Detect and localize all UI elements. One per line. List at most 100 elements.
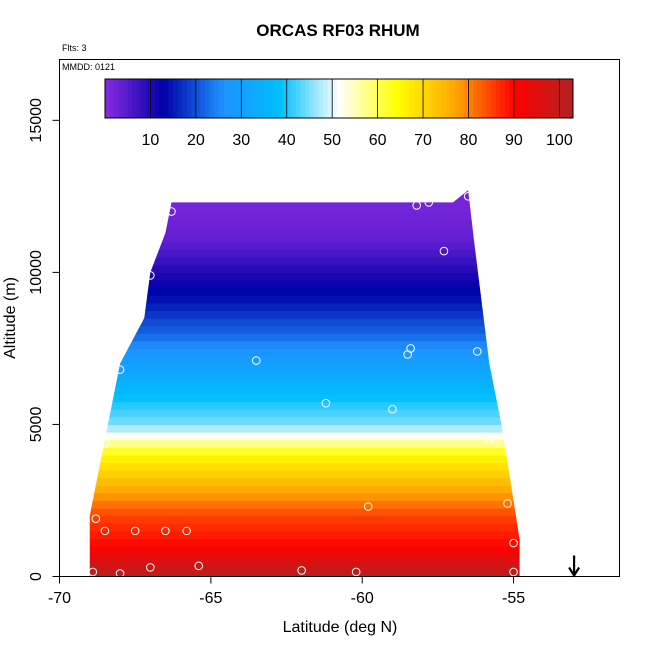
observation-point [509,567,518,577]
x-tick-label: -60 [351,590,374,607]
field-band [89,295,520,304]
colorbar-segment [164,79,170,118]
observation-point [472,347,482,356]
colorbar-segment [109,79,115,118]
colorbar-segment [127,79,133,118]
colorbar-segment [445,79,451,118]
observation-point [130,526,140,536]
field-band [89,190,520,197]
colorbar-segment [314,79,320,118]
colorbar-segment [236,79,242,118]
colorbar-segment [173,79,179,118]
y-axis: 0 5000 10000 15000 [28,98,60,581]
colorbar-segment [227,79,233,118]
field-band [89,546,520,555]
colorbar-segment [336,79,342,118]
field-band [89,462,520,471]
field-band [84,181,526,189]
observation-point [412,201,421,210]
colorbar-segment [168,79,174,118]
colorbar-segment [413,79,420,118]
colorbar-tick-label: 80 [460,132,478,149]
colorbar-segment [327,79,333,118]
colorbar-segment [182,79,188,118]
colorbar-frame [104,78,574,119]
colorbar-segment [159,79,165,118]
colorbar-tick-label: 90 [505,132,523,149]
colorbar-tick-label: 20 [187,132,205,149]
colorbar: 10 20 30 40 50 60 70 80 90 100 [104,78,574,149]
field-band [89,249,520,258]
x-tick-label: -65 [199,590,222,607]
field-band [89,234,520,243]
colorbar-segment [295,79,301,118]
colorbar-segment [141,79,147,118]
colorbar-segment [323,79,329,118]
marker-head [568,566,581,578]
field-band [89,538,520,547]
colorbar-segment [232,79,238,118]
colorbar-segment [436,79,442,118]
colorbar-segment [504,79,510,118]
heatmap-field [84,181,526,577]
colorbar-tick-label: 30 [232,132,250,149]
colorbar-segment [563,79,569,118]
x-tick-label: -70 [48,590,71,607]
colorbar-segment [568,79,574,118]
field-band [89,264,520,273]
field-band [89,454,520,464]
colorbar-segment [400,79,406,118]
colorbar-segment [345,79,351,118]
observation-point [424,198,434,207]
colorbar-segment [541,79,547,118]
colorbar-segment [486,79,492,118]
colorbar-segment [523,79,529,118]
field-band [89,356,520,365]
colorbar-segment [368,79,374,118]
colorbar-segment [264,79,270,118]
colorbar-tick-label: 40 [278,132,296,149]
colorbar-segment [332,79,338,118]
x-tick-label: -55 [502,590,525,607]
observation-point [509,538,518,548]
field-band [89,394,520,403]
observation-point [161,526,170,536]
field-band [89,439,520,448]
x-axis-label: Latitude (deg N) [283,619,398,636]
field-band [89,561,520,570]
colorbar-segment [350,79,356,118]
colorbar-segment [509,79,515,118]
field-band [89,279,520,289]
colorbar-segment [550,79,556,118]
colorbar-segment [304,79,310,118]
colorbar-segment [441,79,447,118]
field-band [89,287,520,296]
colorbar-segment [454,79,460,118]
observation-point [100,526,110,536]
colorbar-segment [409,79,415,118]
colorbar-tick-label: 70 [414,132,432,149]
field-band [89,219,520,228]
observation-point [91,514,101,524]
field-band [89,508,520,517]
field-band [89,196,520,205]
colorbar-segment [132,79,138,118]
colorbar-segment [404,79,410,118]
colorbar-segment [495,79,501,118]
field-band [89,302,520,311]
y-tick-label: 10000 [28,250,45,295]
colorbar-segment [391,79,397,118]
observation-point [297,566,306,575]
colorbar-segment [268,79,274,118]
field-band [89,325,520,334]
field-band [89,226,520,235]
field-band [89,530,520,540]
colorbar-segment [223,79,229,118]
colorbar-segment [123,79,129,118]
colorbar-segment [145,79,151,118]
colorbar-segment [254,79,260,118]
field-band [89,523,520,532]
field-band [89,371,520,380]
observation-point [485,435,494,444]
